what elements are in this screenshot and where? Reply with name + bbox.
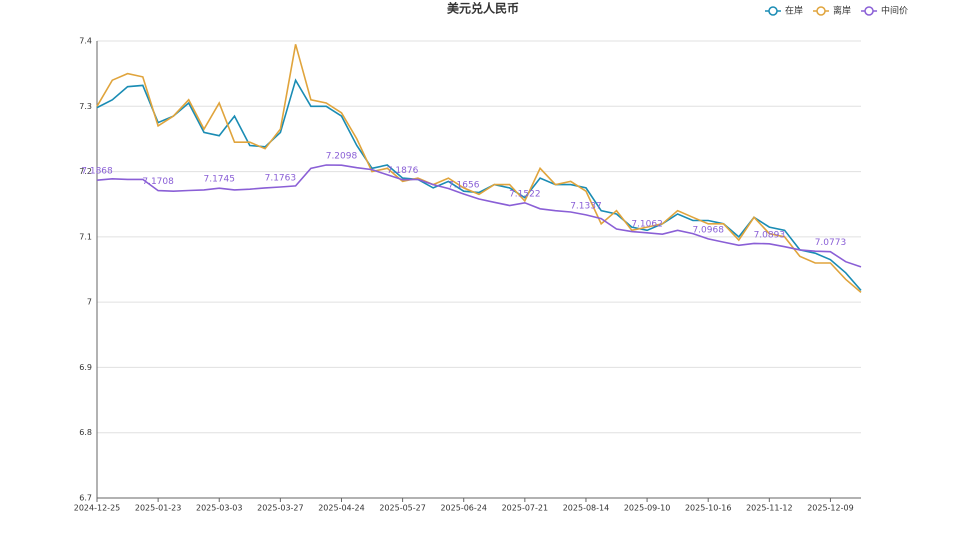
data-label: 7.1708: [142, 177, 174, 187]
y-tick-label: 6.9: [79, 363, 92, 372]
data-label: 7.1876: [387, 166, 419, 176]
x-tick-label: 2025-11-12: [746, 504, 793, 513]
data-label: 7.1656: [448, 181, 480, 191]
data-label: 7.1745: [203, 175, 235, 185]
x-tick-label: 2025-03-27: [257, 504, 304, 513]
x-tick-label: 2025-10-16: [685, 504, 732, 513]
data-label: 7.0968: [692, 225, 724, 235]
x-tick-label: 2025-09-10: [624, 504, 671, 513]
data-label: 7.0893: [754, 230, 786, 240]
legend-marker: [816, 6, 826, 16]
chart-title: 美元兑人民币: [447, 1, 519, 16]
x-tick-label: 2025-08-14: [563, 504, 610, 513]
y-tick-label: 7.1: [79, 232, 92, 241]
x-tick-label: 2025-07-21: [502, 504, 549, 513]
data-label: 7.1062: [631, 219, 663, 229]
data-label: 7.2098: [326, 152, 358, 162]
x-tick-label: 2024-12-25: [74, 504, 121, 513]
y-tick-label: 7.4: [79, 37, 92, 46]
series-line: [96, 164, 862, 268]
series-line: [96, 44, 862, 294]
x-tick-label: 2025-06-24: [440, 504, 487, 513]
x-tick-label: 2025-04-24: [318, 504, 365, 513]
legend-marker: [768, 6, 778, 16]
series-line: [96, 78, 862, 291]
x-tick-label: 2025-05-27: [379, 504, 426, 513]
data-label: 7.0773: [815, 238, 847, 248]
x-tick-label: 2025-12-09: [807, 504, 854, 513]
y-tick-label: 7.3: [79, 102, 92, 111]
x-tick-label: 2025-01-23: [135, 504, 182, 513]
x-tick-label: 2025-03-03: [196, 504, 243, 513]
y-tick-label: 6.7: [79, 494, 92, 503]
legend-label: 离岸: [833, 5, 851, 17]
data-label: 7.1337: [570, 201, 602, 211]
legend-marker: [864, 6, 874, 16]
data-label: 7.1522: [509, 189, 541, 199]
legend-label: 中间价: [881, 5, 908, 17]
y-tick-label: 6.8: [79, 428, 92, 437]
data-label: 7.1763: [265, 174, 297, 184]
y-tick-label: 7: [87, 298, 92, 307]
data-label: 7.1868: [81, 167, 113, 177]
legend-label: 在岸: [785, 5, 803, 17]
y-tick-label: 7.2: [79, 167, 92, 176]
